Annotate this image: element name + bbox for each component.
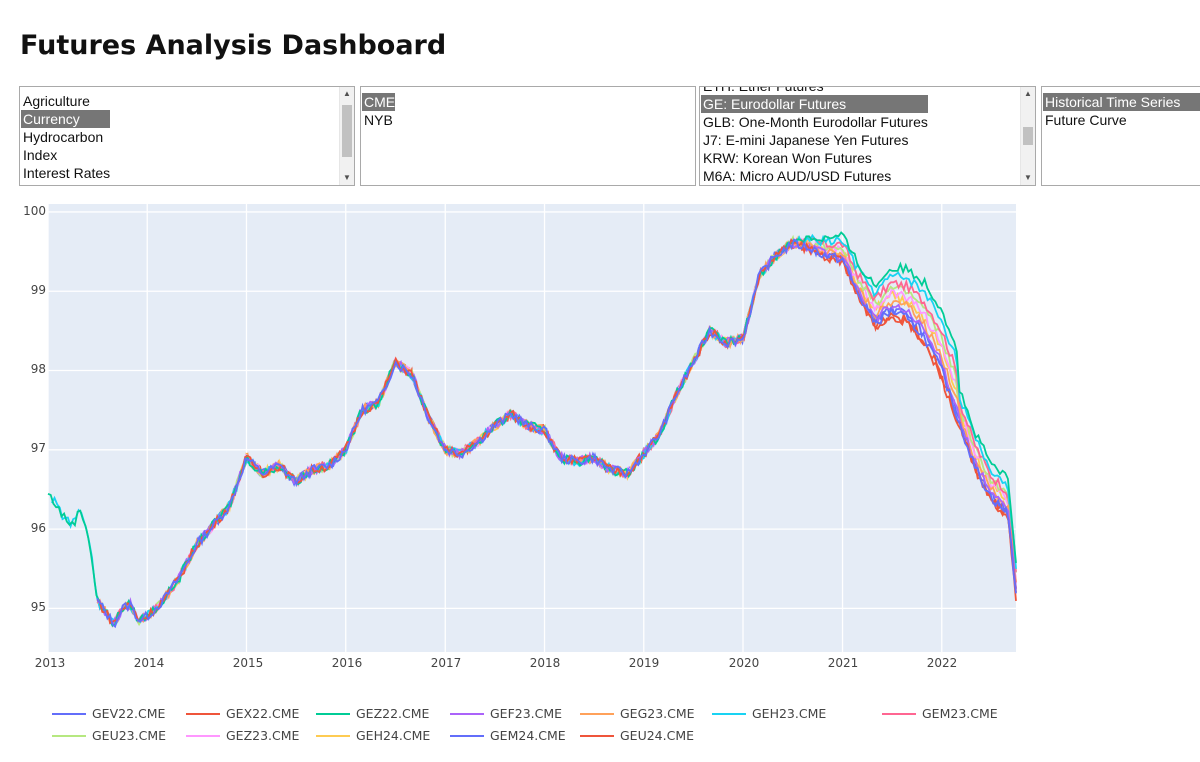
legend-swatch: [316, 734, 350, 737]
legend-item[interactable]: GEH23.CME: [712, 706, 826, 721]
series-line-gem23-cme[interactable]: [96, 236, 1017, 628]
legend-item[interactable]: GEX22.CME: [186, 706, 299, 721]
legend-item[interactable]: GEZ22.CME: [316, 706, 429, 721]
series-line-gez23-cme[interactable]: [138, 237, 1017, 623]
time-series-chart[interactable]: [0, 0, 1200, 700]
legend-label: GEM23.CME: [922, 706, 998, 721]
series-line-gev22-cme[interactable]: [96, 238, 1017, 629]
scroll-up-icon[interactable]: ▲: [343, 89, 351, 98]
option-product[interactable]: GLB: One-Month Eurodollar Futures: [703, 114, 928, 130]
x-tick-label: 2021: [827, 656, 859, 670]
legend-label: GEX22.CME: [226, 706, 300, 721]
y-tick-label: 95: [30, 600, 46, 614]
legend-label: GEM24.CME: [490, 728, 566, 743]
legend-label: GEU23.CME: [92, 728, 167, 743]
legend-swatch: [52, 712, 86, 715]
category-listbox[interactable]: Agriculture Currency Hydrocarbon Index Inter…: [19, 86, 355, 186]
x-tick-label: 2014: [133, 656, 165, 670]
product-scrollbar[interactable]: ▲ ▼: [1020, 87, 1035, 185]
category-scrollbar[interactable]: ▲ ▼: [339, 87, 354, 185]
exchange-listbox[interactable]: CME NYB: [360, 86, 696, 186]
scroll-thumb[interactable]: [1023, 127, 1033, 145]
legend-swatch: [316, 712, 350, 715]
scroll-down-icon[interactable]: ▼: [343, 173, 351, 182]
option-product[interactable]: ETH: Ether Futures: [703, 86, 824, 94]
y-tick-label: 99: [30, 283, 46, 297]
option-product[interactable]: M6A: Micro AUD/USD Futures: [703, 168, 892, 184]
legend-swatch: [52, 734, 86, 737]
x-tick-label: 2020: [728, 656, 760, 670]
scroll-thumb[interactable]: [342, 105, 352, 157]
legend-label: GEV22.CME: [92, 706, 166, 721]
legend-swatch: [186, 712, 220, 715]
option-exchange[interactable]: CME: [362, 93, 396, 111]
legend-label: GEH23.CME: [752, 706, 827, 721]
option-view[interactable]: Future Curve: [1045, 112, 1127, 128]
product-options: ETH: Ether Futures GE: Eurodollar Futures…: [701, 86, 928, 185]
series-line-geh24-cme[interactable]: [162, 235, 1017, 601]
legend-label: GEZ23.CME: [226, 728, 300, 743]
x-tick-label: 2018: [529, 656, 561, 670]
y-tick-label: 98: [30, 362, 46, 376]
legend-item[interactable]: GEZ23.CME: [186, 728, 299, 743]
legend-swatch: [450, 712, 484, 715]
option-view[interactable]: Historical Time Series: [1043, 93, 1200, 111]
legend-item[interactable]: GEU24.CME: [580, 728, 694, 743]
option-product[interactable]: KRW: Korean Won Futures: [703, 150, 872, 166]
option-product[interactable]: GE: Eurodollar Futures: [701, 95, 928, 113]
category-options: Agriculture Currency Hydrocarbon Index Inter…: [21, 92, 111, 182]
legend-label: GEH24.CME: [356, 728, 431, 743]
legend-swatch: [712, 712, 746, 715]
legend-item[interactable]: GEV22.CME: [52, 706, 165, 721]
scroll-up-icon[interactable]: ▲: [1024, 89, 1032, 98]
legend-label: GEF23.CME: [490, 706, 563, 721]
x-tick-label: 2017: [430, 656, 462, 670]
x-tick-label: 2022: [926, 656, 958, 670]
series-line-gef23-cme[interactable]: [96, 240, 1017, 627]
option-category[interactable]: Hydrocarbon: [23, 129, 104, 145]
y-tick-label: 100: [23, 204, 46, 218]
scroll-down-icon[interactable]: ▼: [1024, 173, 1032, 182]
view-listbox[interactable]: Historical Time Series Future Curve: [1041, 86, 1200, 186]
legend-swatch: [882, 712, 916, 715]
option-category[interactable]: Interest Rates: [23, 165, 111, 181]
page-title: Futures Analysis Dashboard: [20, 30, 447, 61]
x-tick-label: 2015: [232, 656, 264, 670]
x-tick-label: 2013: [34, 656, 66, 670]
series-line-geg23-cme[interactable]: [96, 238, 1017, 623]
legend-swatch: [580, 734, 614, 737]
y-tick-label: 97: [30, 441, 46, 455]
legend-item[interactable]: GEF23.CME: [450, 706, 562, 721]
legend-label: GEU24.CME: [620, 728, 695, 743]
legend-item[interactable]: GEU23.CME: [52, 728, 166, 743]
legend-item[interactable]: GEH24.CME: [316, 728, 430, 743]
legend-swatch: [186, 734, 220, 737]
x-tick-label: 2016: [331, 656, 363, 670]
option-exchange[interactable]: NYB: [364, 112, 393, 128]
view-options: Historical Time Series Future Curve: [1043, 93, 1200, 129]
option-category[interactable]: Agriculture: [23, 93, 90, 109]
product-listbox[interactable]: ETH: Ether Futures GE: Eurodollar Futures…: [699, 86, 1036, 186]
legend-item[interactable]: GEM23.CME: [882, 706, 998, 721]
legend-label: GEZ22.CME: [356, 706, 430, 721]
option-category[interactable]: Currency: [21, 110, 111, 128]
option-product[interactable]: J7: E-mini Japanese Yen Futures: [703, 132, 909, 148]
x-tick-label: 2019: [628, 656, 660, 670]
legend-item[interactable]: GEG23.CME: [580, 706, 695, 721]
legend-label: GEG23.CME: [620, 706, 695, 721]
y-tick-label: 96: [30, 521, 46, 535]
option-category[interactable]: Index: [23, 147, 58, 163]
legend-item[interactable]: GEM24.CME: [450, 728, 566, 743]
exchange-options: CME NYB: [362, 93, 396, 129]
series-line-gex22-cme[interactable]: [96, 238, 1017, 625]
legend-swatch: [580, 712, 614, 715]
legend-swatch: [450, 734, 484, 737]
